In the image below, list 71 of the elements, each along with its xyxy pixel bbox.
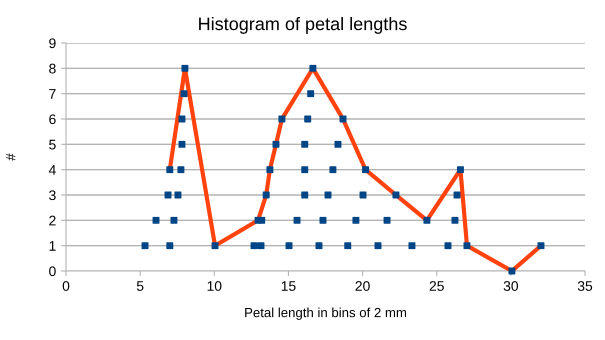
- point: [294, 216, 300, 224]
- y-tick-label: 5: [49, 140, 56, 150]
- point: [266, 166, 274, 174]
- point: [307, 90, 314, 98]
- point: [258, 216, 266, 224]
- point: [258, 242, 264, 250]
- point: [286, 242, 292, 250]
- x-axis-title: Petal length in bins of 2 mm: [245, 308, 406, 320]
- point: [212, 242, 218, 250]
- point: [178, 116, 186, 122]
- point: [392, 192, 400, 198]
- x-tick-label: 25: [430, 281, 444, 291]
- point: [316, 242, 322, 250]
- point: [508, 268, 516, 274]
- y-tick-label: 3: [49, 190, 56, 200]
- point: [301, 192, 308, 198]
- x-tick-label: 0: [62, 281, 70, 291]
- point: [374, 242, 382, 250]
- y-tick-label: 0: [49, 266, 56, 276]
- point: [250, 242, 258, 250]
- point: [181, 64, 188, 72]
- point: [320, 216, 326, 224]
- point: [360, 192, 366, 198]
- point: [408, 242, 416, 250]
- y-tick-label: 7: [49, 89, 56, 99]
- point: [166, 242, 174, 250]
- chart-title: Histogram of petal lengths: [199, 17, 407, 34]
- x-tick-label: 20: [356, 281, 370, 291]
- point: [454, 192, 460, 198]
- point: [384, 216, 391, 224]
- point: [301, 140, 308, 148]
- point: [334, 140, 342, 148]
- y-axis-title: #: [6, 153, 16, 161]
- point: [170, 216, 178, 224]
- point: [324, 192, 332, 198]
- x-tick-label: 30: [504, 281, 518, 291]
- point: [304, 116, 312, 122]
- point: [180, 90, 188, 98]
- point: [142, 242, 149, 250]
- x-tick-label: 5: [136, 281, 144, 291]
- point: [309, 64, 316, 72]
- x-tick-label: 10: [208, 281, 222, 291]
- point: [340, 116, 346, 122]
- y-tick-label: 6: [49, 114, 56, 124]
- point: [344, 242, 352, 250]
- point: [278, 116, 286, 122]
- point: [166, 166, 174, 174]
- point: [272, 140, 280, 148]
- point: [451, 216, 458, 224]
- point: [444, 242, 452, 250]
- point: [152, 216, 160, 224]
- point: [329, 166, 336, 174]
- point: [352, 216, 360, 224]
- point: [164, 192, 172, 198]
- point: [177, 166, 184, 174]
- point: [463, 242, 470, 250]
- point: [262, 192, 270, 198]
- x-tick-label: 15: [282, 281, 296, 291]
- y-tick-label: 1: [50, 241, 56, 251]
- y-tick-label: 2: [49, 216, 56, 226]
- x-tick-label: 35: [578, 281, 592, 291]
- point: [174, 192, 182, 198]
- y-tick-label: 8: [49, 64, 56, 74]
- point: [362, 166, 370, 174]
- y-tick-label: 9: [49, 38, 56, 48]
- point: [537, 242, 544, 250]
- point: [178, 140, 186, 148]
- point: [456, 166, 464, 174]
- point: [423, 216, 430, 224]
- point: [301, 166, 308, 174]
- y-tick-label: 4: [48, 165, 56, 175]
